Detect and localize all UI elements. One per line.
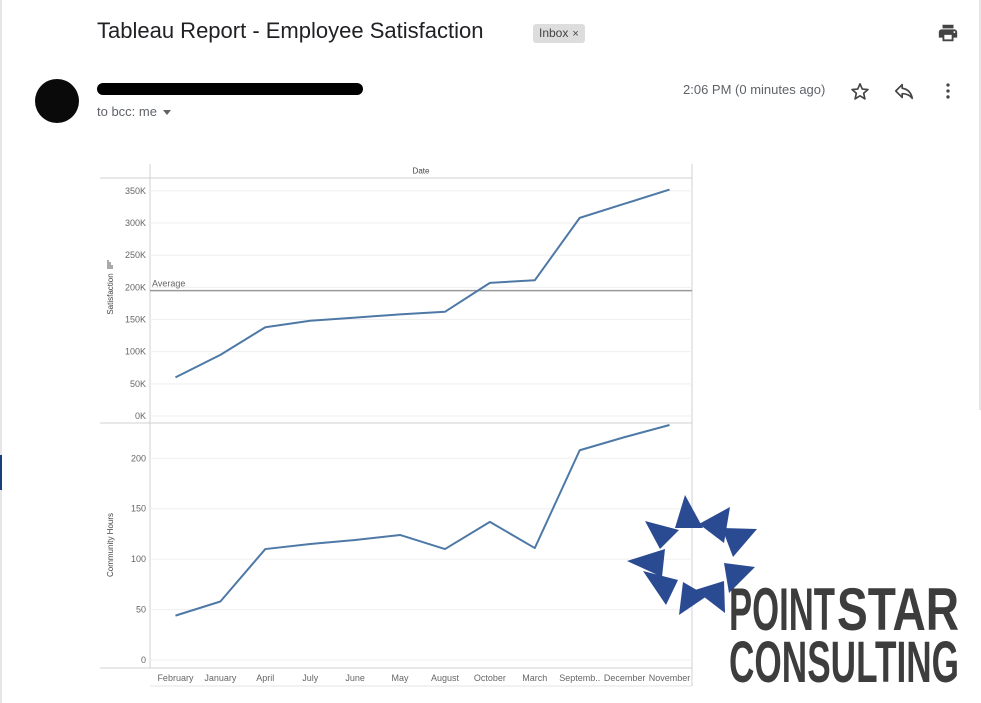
email-subject: Tableau Report - Employee Satisfaction [97,18,484,43]
data-point[interactable] [532,278,537,283]
y-tick-label: 200K [125,282,146,292]
y-axis-title-community-hours: Community Hours [106,513,115,577]
chart-title: Date [413,167,430,176]
y-tick-label: 50 [136,605,146,615]
x-tick-label: May [392,673,410,683]
data-point[interactable] [442,547,447,552]
star-burst-logo-mark [627,495,757,615]
data-point[interactable] [487,519,492,524]
x-tick-label: April [256,673,274,683]
y-tick-label: 150 [131,504,146,514]
y-tick-label: 250K [125,250,146,260]
sort-icon[interactable] [107,260,113,269]
data-point[interactable] [487,280,492,285]
reply-button[interactable] [893,80,915,102]
print-button[interactable] [937,22,959,44]
caret-down-icon [162,110,171,116]
data-point[interactable] [173,613,178,618]
pointstar-logo: POINT STAR CONSULTING [625,495,965,695]
recipients-toggle[interactable]: to bcc: me [97,104,171,119]
label-text: Inbox [539,26,569,40]
y-tick-label: 200 [131,453,146,463]
recipients-text: to bcc: me [97,104,157,119]
y-tick-label: 0 [141,655,146,665]
logo-word-consulting: CONSULTING [729,630,959,690]
data-point[interactable] [218,599,223,604]
data-point[interactable] [353,537,358,542]
y-tick-label: 300K [125,218,146,228]
y-tick-label: 100 [131,554,146,564]
data-point[interactable] [622,435,627,440]
timestamp: 2:06 PM (0 minutes ago) [683,82,826,97]
data-point[interactable] [398,532,403,537]
y-tick-label: 100K [125,347,146,357]
data-point[interactable] [667,423,672,428]
sender-name-redacted [97,83,363,95]
data-point[interactable] [263,547,268,552]
star-button[interactable] [849,80,871,102]
data-point[interactable] [532,546,537,551]
window-edge [0,0,2,703]
x-axis-labels: February January April July June May August Oct… [157,673,690,683]
print-icon [938,24,958,42]
tableau-chart: Date Satisfaction Community Hours Averag… [96,160,696,690]
avatar[interactable] [35,79,79,123]
data-point[interactable] [577,448,582,453]
data-point[interactable] [442,309,447,314]
x-tick-label: June [345,673,365,683]
inbox-label-chip[interactable]: Inbox × [533,24,585,43]
series-lines [173,187,672,618]
y-tick-label: 150K [125,315,146,325]
x-tick-label: July [302,673,319,683]
data-point[interactable] [398,312,403,317]
chart-svg: Date Satisfaction Community Hours Averag… [100,164,693,687]
data-point[interactable] [667,187,672,192]
star-icon [851,83,869,100]
y-tick-label: 50K [130,379,146,389]
x-tick-label: October [474,673,506,683]
y-axis-title-satisfaction: Satisfaction [106,273,115,314]
average-label: Average [152,279,185,289]
x-tick-label: November [649,673,691,683]
more-options-button[interactable] [937,80,959,102]
data-point[interactable] [353,315,358,320]
x-tick-label: March [522,673,547,683]
logo-word-star: STAR [837,576,959,643]
x-tick-label: December [604,673,646,683]
x-tick-label: August [431,673,460,683]
axis-ticks: 0K 50K 100K 150K 200K 250K 300K 350K 0 50 100 150 20… [125,186,146,665]
data-point[interactable] [308,318,313,323]
community-hours-series-line[interactable] [175,424,670,617]
y-tick-label: 0K [135,411,146,421]
x-tick-label: January [204,673,237,683]
data-point[interactable] [308,542,313,547]
window-edge-right [979,0,981,410]
logo-word-point: POINT [729,576,835,643]
reply-icon [894,83,914,100]
x-tick-label: Septemb.. [559,673,600,683]
x-tick-label: February [157,673,194,683]
data-point[interactable] [622,201,627,206]
window-edge-accent [0,455,2,490]
data-point[interactable] [218,352,223,357]
grid-lines [150,190,692,661]
data-point[interactable] [263,325,268,330]
more-vert-icon [946,83,950,99]
data-point[interactable] [173,375,178,380]
data-point[interactable] [577,215,582,220]
close-icon[interactable]: × [572,28,579,40]
satisfaction-series-line[interactable] [175,188,670,379]
y-tick-label: 350K [125,186,146,196]
reference-line-group: Average [150,279,692,292]
